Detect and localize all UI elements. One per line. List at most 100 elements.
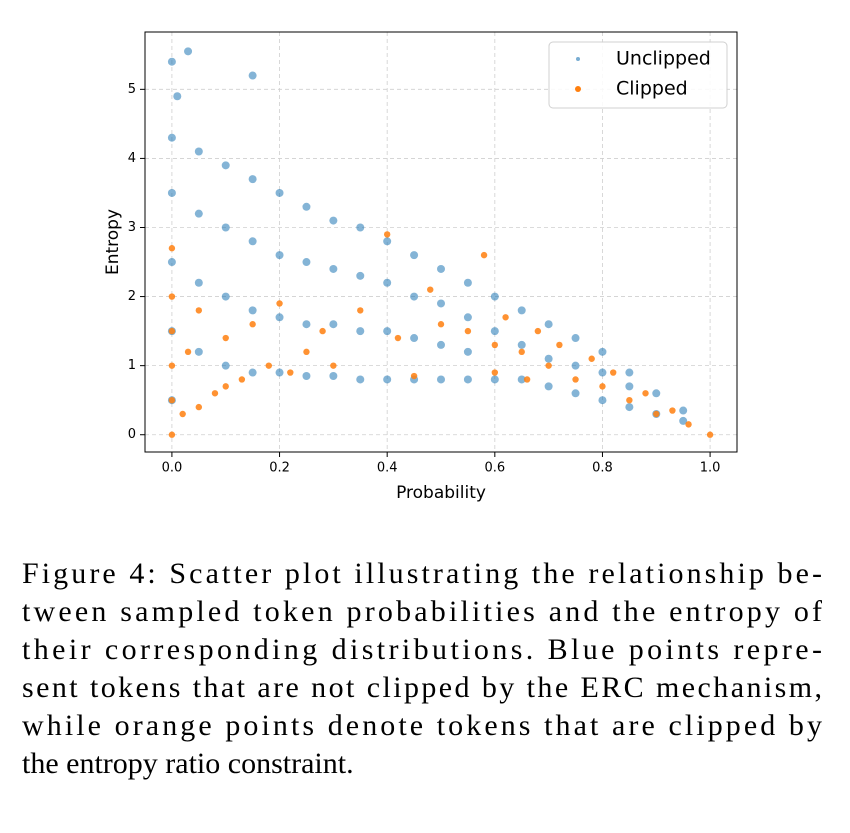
plot-frame bbox=[144, 31, 738, 453]
point bbox=[238, 376, 246, 383]
point bbox=[329, 372, 338, 381]
point bbox=[249, 321, 256, 328]
point bbox=[302, 320, 311, 329]
point bbox=[571, 361, 580, 370]
point bbox=[625, 403, 634, 412]
point bbox=[534, 327, 542, 335]
point bbox=[265, 362, 272, 369]
point bbox=[517, 306, 526, 315]
point bbox=[194, 278, 203, 287]
point bbox=[437, 321, 445, 328]
x-axis-label: Probability bbox=[396, 483, 486, 503]
point bbox=[168, 431, 176, 438]
point bbox=[184, 348, 192, 356]
caption-line: the entropy ratio constraint. bbox=[22, 747, 354, 780]
point bbox=[598, 368, 607, 377]
point bbox=[168, 245, 176, 252]
point bbox=[287, 369, 294, 376]
point bbox=[544, 320, 553, 329]
legend-label: Clipped bbox=[616, 78, 688, 100]
point bbox=[437, 299, 445, 308]
point bbox=[679, 406, 688, 415]
point bbox=[437, 375, 445, 384]
legend-marker bbox=[576, 57, 580, 61]
point bbox=[276, 300, 283, 307]
point bbox=[167, 258, 176, 267]
y-tick-label: 1 bbox=[128, 358, 136, 373]
point bbox=[302, 202, 311, 211]
point bbox=[491, 341, 499, 349]
point bbox=[167, 57, 176, 66]
point bbox=[330, 362, 337, 369]
point bbox=[275, 368, 284, 377]
y-axis-label: Entropy bbox=[103, 209, 123, 275]
caption-line: Figure 4: Scatter plot illustrating the … bbox=[22, 557, 822, 590]
y-tick-label: 5 bbox=[128, 82, 136, 97]
point bbox=[669, 407, 676, 414]
point bbox=[275, 313, 284, 322]
point bbox=[410, 372, 418, 380]
point bbox=[275, 251, 284, 260]
point bbox=[625, 368, 634, 377]
x-tick-label: 0.0 bbox=[162, 461, 183, 476]
y-tick-label: 2 bbox=[128, 289, 136, 304]
point bbox=[598, 396, 607, 405]
point bbox=[356, 271, 365, 280]
point bbox=[356, 375, 365, 384]
point bbox=[599, 383, 606, 390]
point bbox=[383, 375, 392, 384]
point bbox=[437, 340, 445, 349]
y-tick-label: 4 bbox=[128, 151, 136, 166]
point bbox=[383, 327, 392, 336]
caption-line: tween sampled token probabilities and th… bbox=[22, 595, 822, 628]
point bbox=[463, 347, 472, 356]
point bbox=[248, 237, 257, 246]
x-tick-label: 0.2 bbox=[269, 461, 290, 476]
point bbox=[626, 396, 633, 404]
point bbox=[571, 389, 580, 398]
point bbox=[463, 375, 472, 384]
point bbox=[652, 389, 661, 398]
point bbox=[173, 92, 182, 101]
point bbox=[679, 416, 688, 425]
point bbox=[221, 292, 230, 301]
point bbox=[642, 390, 649, 397]
point bbox=[437, 264, 445, 273]
point bbox=[167, 133, 176, 142]
point bbox=[221, 223, 230, 232]
point bbox=[517, 340, 526, 349]
point bbox=[329, 320, 338, 329]
x-tick-label: 0.6 bbox=[484, 461, 505, 476]
point bbox=[275, 188, 284, 197]
legend-marker bbox=[575, 86, 581, 92]
point bbox=[194, 147, 203, 156]
caption-line: sent tokens that are not clipped by the … bbox=[22, 671, 822, 704]
legend-box bbox=[548, 41, 728, 109]
point bbox=[410, 334, 419, 343]
point bbox=[356, 327, 365, 336]
point bbox=[571, 334, 580, 343]
point bbox=[329, 216, 338, 225]
point bbox=[544, 382, 553, 391]
point bbox=[329, 264, 338, 273]
point bbox=[222, 383, 229, 390]
caption-line: their corresponding distributions. Blue … bbox=[22, 633, 822, 666]
point bbox=[357, 307, 364, 314]
point bbox=[302, 258, 311, 267]
point bbox=[303, 348, 310, 356]
point bbox=[410, 292, 419, 301]
point bbox=[685, 421, 692, 428]
point bbox=[248, 71, 257, 80]
point bbox=[518, 348, 525, 356]
point bbox=[598, 347, 607, 356]
point bbox=[490, 375, 499, 384]
point bbox=[248, 306, 257, 315]
point bbox=[211, 390, 219, 397]
point bbox=[195, 403, 203, 411]
point bbox=[222, 334, 229, 342]
point bbox=[221, 161, 230, 170]
point bbox=[383, 237, 392, 246]
point bbox=[383, 231, 391, 238]
point bbox=[302, 372, 311, 381]
point bbox=[394, 334, 402, 342]
